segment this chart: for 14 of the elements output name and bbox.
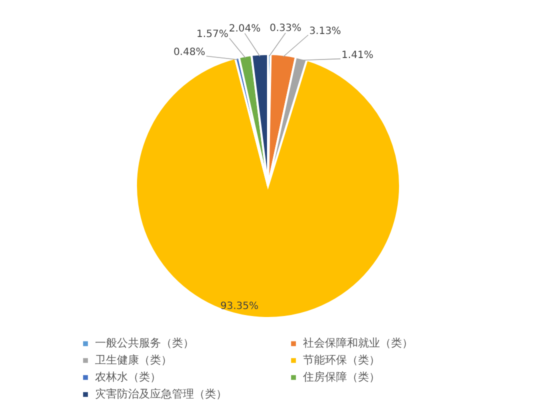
legend-label: 卫生健康（类） <box>95 354 172 366</box>
legend-label: 社会保障和就业（类） <box>303 336 413 350</box>
legend-label: 灾害防治及应急管理（类） <box>95 388 227 400</box>
data-label: 0.33% <box>270 23 302 34</box>
legend-label: 节能环保（类） <box>303 354 380 366</box>
legend-label: 一般公共服务（类） <box>95 336 194 350</box>
data-label: 3.13% <box>309 26 342 37</box>
data-label: 93.35% <box>220 300 259 312</box>
legend-label: 农林水（类） <box>95 370 161 384</box>
data-label: 0.48% <box>173 47 206 58</box>
data-label: 2.04% <box>228 23 261 34</box>
data-label: 1.41% <box>342 50 374 61</box>
legend-label: 住房保障（类） <box>303 370 380 384</box>
data-label: 1.57% <box>196 29 228 40</box>
